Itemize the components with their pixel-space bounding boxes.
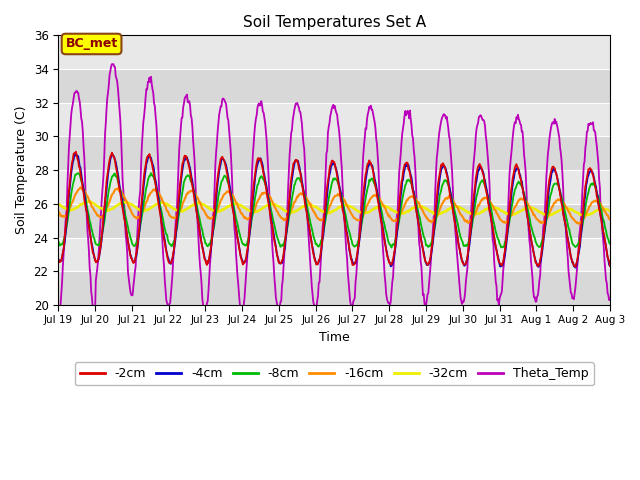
Bar — [58, 36, 610, 69]
X-axis label: Time: Time — [319, 331, 349, 344]
Y-axis label: Soil Temperature (C): Soil Temperature (C) — [15, 106, 28, 234]
Bar — [58, 238, 610, 271]
Bar — [58, 204, 610, 238]
Legend: -2cm, -4cm, -8cm, -16cm, -32cm, Theta_Temp: -2cm, -4cm, -8cm, -16cm, -32cm, Theta_Te… — [75, 362, 593, 385]
Bar — [58, 103, 610, 136]
Bar — [58, 136, 610, 170]
Bar — [58, 69, 610, 103]
Bar — [58, 170, 610, 204]
Title: Soil Temperatures Set A: Soil Temperatures Set A — [243, 15, 426, 30]
Bar — [58, 271, 610, 305]
Text: BC_met: BC_met — [65, 37, 118, 50]
